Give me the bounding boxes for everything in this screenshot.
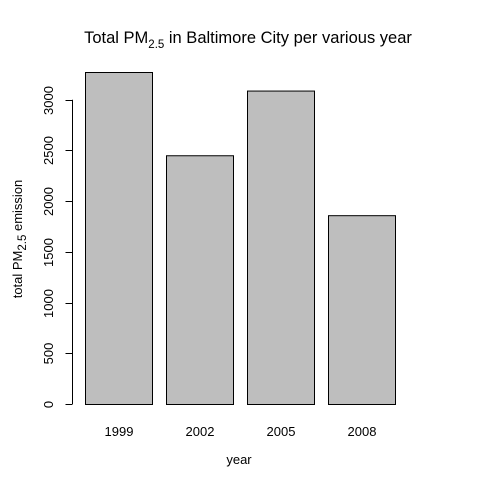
x-tick-label-2002: 2002 bbox=[186, 424, 215, 439]
y-axis: 0 500 1000 1500 2000 2500 3000 bbox=[41, 86, 73, 408]
y-tick-label-1000: 1000 bbox=[41, 289, 56, 318]
bar-2008 bbox=[328, 215, 396, 405]
x-tick-label-1999: 1999 bbox=[105, 424, 134, 439]
y-tick-label-500: 500 bbox=[41, 343, 56, 365]
chart-title-suffix: in Baltimore City per various year bbox=[164, 29, 412, 47]
x-tick-label-2008: 2008 bbox=[348, 424, 377, 439]
y-tick-label-3000: 3000 bbox=[41, 86, 56, 115]
bars-group bbox=[85, 72, 396, 405]
y-axis-title-prefix: total PM bbox=[10, 251, 25, 299]
chart-title-subscript: 2.5 bbox=[148, 39, 164, 51]
bar-2002 bbox=[166, 155, 234, 405]
y-axis-title-suffix: emission bbox=[10, 180, 25, 235]
y-axis-title-subscript: 2.5 bbox=[17, 235, 29, 251]
bar-2005 bbox=[247, 90, 315, 405]
y-axis-title: total PM2.5 emission bbox=[10, 180, 29, 299]
x-axis-title: year bbox=[226, 452, 252, 467]
y-tick-label-0: 0 bbox=[41, 401, 56, 408]
bar-1999 bbox=[85, 72, 153, 405]
x-tick-label-2005: 2005 bbox=[267, 424, 296, 439]
x-tick-labels: 1999 2002 2005 2008 bbox=[105, 424, 377, 439]
chart-title-prefix: Total PM bbox=[84, 29, 148, 47]
y-tick-label-1500: 1500 bbox=[41, 238, 56, 267]
y-tick-label-2500: 2500 bbox=[41, 136, 56, 165]
chart-title: Total PM2.5 in Baltimore City per variou… bbox=[84, 29, 412, 51]
y-tick-label-2000: 2000 bbox=[41, 187, 56, 216]
